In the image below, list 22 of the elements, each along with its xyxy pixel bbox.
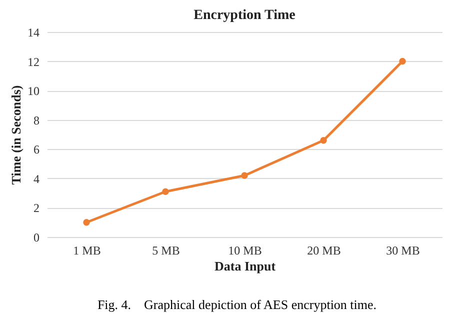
x-tick-label: 30 MB xyxy=(386,244,420,258)
point xyxy=(320,137,327,144)
point xyxy=(162,188,169,195)
chart-title: Encryption Time xyxy=(194,8,296,23)
x-axis-title: Data Input xyxy=(214,258,276,274)
x-tick-label: 5 MB xyxy=(152,244,180,258)
caption: Fig. 4. Graphical depiction of AES encryption time. xyxy=(96,297,378,313)
y-tick-label: 2 xyxy=(34,201,40,216)
y-tick-label: 6 xyxy=(34,142,40,157)
point xyxy=(83,219,90,226)
y-tick-label: 0 xyxy=(34,230,40,244)
y-axis-title: Time (in Seconds) xyxy=(8,85,24,185)
y-tick-label: 14 xyxy=(28,26,40,40)
y-tick-label: 4 xyxy=(34,172,40,186)
point xyxy=(241,172,248,179)
y-tick-label: 8 xyxy=(34,113,40,128)
x-tick-label: 20 MB xyxy=(307,244,341,258)
y-tick-label: 10 xyxy=(28,84,40,98)
x-tick-label: 1 MB xyxy=(73,244,101,258)
point xyxy=(399,58,406,65)
y-tick-label: 12 xyxy=(28,54,40,69)
x-tick-label: 10 MB xyxy=(228,244,262,258)
